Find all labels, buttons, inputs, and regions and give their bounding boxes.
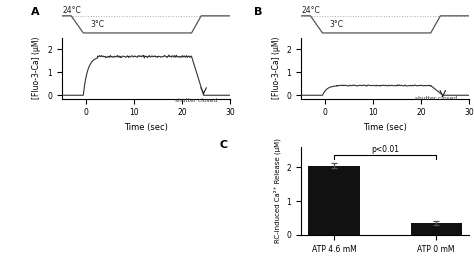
Text: shutter closed: shutter closed [414, 96, 456, 101]
Y-axis label: [Fluo-3-Ca] (μM): [Fluo-3-Ca] (μM) [272, 37, 281, 99]
Text: A: A [31, 7, 40, 17]
Text: C: C [220, 140, 228, 150]
Text: p<0.01: p<0.01 [371, 146, 399, 155]
Text: 24°C: 24°C [302, 5, 320, 14]
X-axis label: Time (sec): Time (sec) [124, 123, 168, 132]
Text: shutter closed: shutter closed [175, 98, 218, 103]
Text: 3°C: 3°C [330, 20, 344, 29]
Y-axis label: RC-induced Ca²⁺ Release (μM): RC-induced Ca²⁺ Release (μM) [273, 138, 281, 243]
X-axis label: Time (sec): Time (sec) [363, 123, 407, 132]
Text: 3°C: 3°C [91, 20, 104, 29]
Bar [410, 223, 462, 235]
Bar [309, 165, 359, 235]
Text: B: B [254, 7, 262, 17]
Text: 24°C: 24°C [63, 5, 82, 14]
Y-axis label: [Fluo-3-Ca] (μM): [Fluo-3-Ca] (μM) [32, 37, 41, 99]
